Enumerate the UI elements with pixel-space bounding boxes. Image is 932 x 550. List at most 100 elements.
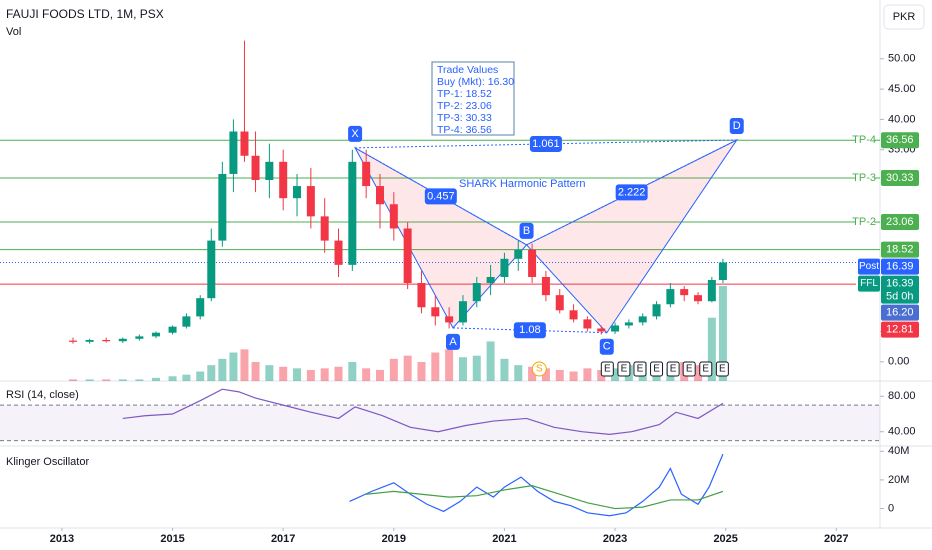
y-tick-label: 45.00	[888, 83, 916, 95]
x-tick-label: 2025	[713, 533, 737, 545]
earnings-label: E	[604, 364, 611, 375]
trade-line: TP-4: 36.56	[437, 124, 492, 136]
klinger-tick-label: 20M	[888, 474, 909, 486]
volume-bar	[445, 349, 454, 381]
name-badge-label: FFL	[860, 278, 878, 289]
pattern-point-badge	[729, 118, 744, 134]
candle-body	[583, 319, 592, 329]
price-badge	[881, 275, 919, 304]
candle-body	[666, 289, 675, 305]
currency[interactable]: PKR	[893, 11, 916, 23]
earnings-label: E	[637, 364, 644, 375]
pattern-link	[354, 147, 527, 246]
candle-body	[196, 298, 205, 317]
candle-body	[102, 340, 111, 342]
volume-bar	[240, 349, 249, 381]
pattern-point-label: A	[449, 336, 457, 348]
candle-body	[135, 336, 144, 339]
earnings-marker	[699, 361, 713, 377]
earnings-marker	[682, 361, 696, 377]
earnings-marker	[650, 361, 664, 377]
ratio-badge	[513, 322, 546, 339]
candle-body	[306, 186, 315, 217]
price-badge	[881, 304, 919, 321]
pattern-point-label: D	[733, 120, 741, 132]
earnings-label: E	[702, 364, 709, 375]
candle-body	[472, 283, 481, 302]
candle-body	[541, 276, 550, 296]
price-badge-label: 23.06	[886, 216, 914, 228]
earnings-marker	[600, 361, 614, 377]
candle-body	[348, 161, 357, 265]
volume-bar	[403, 355, 412, 381]
candle-body	[229, 131, 238, 174]
price-badge	[881, 258, 919, 275]
volume-bar	[334, 366, 343, 381]
volume-bar	[168, 376, 177, 381]
ratio-label: 1.061	[532, 138, 560, 150]
candle-body	[445, 316, 454, 323]
klinger-line	[366, 485, 724, 510]
price-badge-label: 36.56	[886, 134, 914, 146]
candle-body	[624, 322, 633, 326]
klinger-tick-label: 40M	[888, 445, 909, 457]
klinger-tick-label: 0	[888, 502, 894, 514]
candle-body	[334, 240, 343, 265]
volume-bar	[348, 362, 357, 381]
volume-bar	[135, 379, 144, 381]
volume-bar	[102, 379, 111, 381]
candle-body	[431, 307, 440, 317]
volume-label: Vol	[6, 26, 21, 38]
candle-body	[694, 295, 703, 302]
earnings-marker	[617, 361, 631, 377]
price-badge	[881, 214, 919, 231]
earnings-label: E	[719, 364, 726, 375]
volume-bar	[182, 374, 191, 381]
countdown: 5d 0h	[886, 290, 914, 302]
volume-bar	[694, 365, 703, 381]
currency-button[interactable]	[883, 4, 925, 30]
candle-body	[403, 228, 412, 284]
volume-bar	[569, 371, 578, 381]
trade-line: TP-1: 18.52	[437, 88, 492, 100]
volume-bar	[389, 358, 398, 381]
rsi-line	[122, 388, 724, 435]
earnings-label: E	[653, 364, 660, 375]
ratio-label: 0.457	[427, 190, 455, 202]
volume-bar	[541, 368, 550, 381]
price-badge	[881, 170, 919, 186]
candle-body	[251, 155, 260, 180]
candle-body	[207, 240, 216, 299]
pattern-point-badge	[348, 125, 363, 142]
candle-body	[528, 249, 537, 277]
y-tick-label: 40.00	[888, 113, 916, 125]
candle-body	[514, 249, 523, 259]
pattern-point-label: C	[603, 341, 611, 353]
volume-bar	[320, 368, 329, 381]
volume-bar	[293, 368, 302, 381]
rsi-tick-label: 40.00	[888, 426, 916, 438]
pattern-point-badge	[599, 338, 614, 355]
klinger-line	[349, 453, 724, 517]
candle-body	[168, 326, 177, 333]
candle-body	[417, 283, 426, 308]
earnings-label: E	[686, 364, 693, 375]
name-badge	[858, 258, 880, 275]
volume-bar	[707, 317, 716, 381]
volume-bar	[528, 366, 537, 381]
price-badge	[881, 132, 919, 149]
volume-bar	[362, 368, 371, 381]
volume-bar	[85, 379, 94, 381]
trade-line: Trade Values	[437, 64, 498, 76]
trade-line: TP-2: 23.06	[437, 100, 492, 112]
candle-body	[362, 161, 371, 187]
candle-body	[85, 340, 94, 342]
volume-bar	[417, 362, 426, 381]
candle-body	[652, 304, 661, 317]
candle-body	[375, 186, 384, 205]
rsi-band	[0, 405, 880, 441]
volume-bar	[229, 352, 238, 381]
candle-body	[293, 186, 302, 199]
ratio-badge	[529, 135, 562, 152]
